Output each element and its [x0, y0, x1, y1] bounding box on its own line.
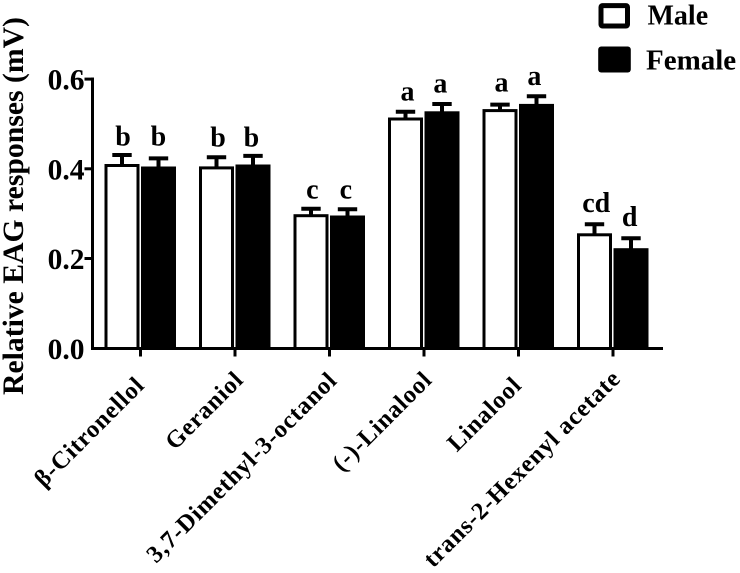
svg-text:0.6: 0.6	[48, 65, 85, 97]
svg-text:c: c	[340, 174, 352, 205]
svg-text:b: b	[244, 122, 260, 153]
svg-text:0.0: 0.0	[48, 334, 85, 366]
svg-text:Male: Male	[648, 1, 709, 32]
svg-text:a: a	[527, 61, 541, 92]
svg-text:0.4: 0.4	[48, 154, 85, 186]
svg-text:Female: Female	[646, 45, 736, 77]
svg-text:cd: cd	[582, 188, 610, 219]
svg-text:Relative EAG responses (mV): Relative EAG responses (mV)	[0, 17, 30, 395]
svg-text:a: a	[433, 69, 447, 100]
svg-text:0.2: 0.2	[48, 244, 85, 276]
svg-text:a: a	[401, 76, 415, 107]
svg-text:b: b	[115, 122, 131, 153]
svg-text:b: b	[210, 122, 226, 153]
svg-text:d: d	[622, 202, 638, 233]
svg-text:c: c	[306, 174, 318, 205]
svg-text:b: b	[151, 122, 167, 153]
svg-text:a: a	[495, 68, 509, 99]
